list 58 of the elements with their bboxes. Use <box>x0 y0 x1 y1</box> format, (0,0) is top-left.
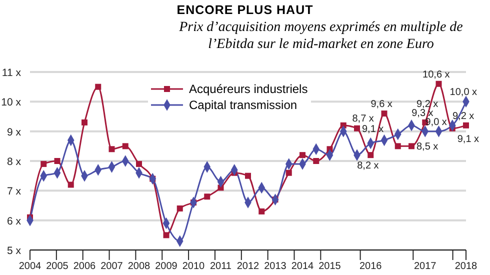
y-tick-label: 9 x <box>6 126 22 138</box>
data-label: 9,1 x <box>457 134 480 145</box>
chart-subtitle: Prix d’acquisition moyens exprimés en multiple de l’Ebitda sur le mid-market en zone Euro <box>178 19 464 53</box>
y-tick-label: 6 x <box>6 215 22 228</box>
x-tick-label: 2018 <box>454 261 478 272</box>
y-tick-label: 7 x <box>6 186 22 198</box>
point <box>122 143 128 150</box>
point <box>40 160 47 167</box>
data-label: 10,0 x <box>450 87 478 98</box>
data-label: 9,6 x <box>370 99 392 110</box>
point <box>436 80 442 87</box>
x-tick-label: 2008 <box>128 261 151 272</box>
x-tick-label: 2015 <box>318 261 342 272</box>
point <box>82 119 88 126</box>
data-label: 9,3 x <box>412 108 434 119</box>
legend-label: Acquéreurs industriels <box>189 82 308 96</box>
point <box>108 146 115 152</box>
x-tick-label: 2004 <box>18 261 42 272</box>
x-tick-label: 2010 <box>182 261 206 272</box>
point <box>463 122 469 128</box>
point <box>176 205 183 212</box>
x-tick-label: 2007 <box>100 261 124 272</box>
legend-label: Capital transmission <box>189 98 298 112</box>
y-tick-label: 5 x <box>6 245 22 257</box>
point <box>258 208 265 214</box>
point <box>394 143 401 150</box>
point <box>286 170 292 176</box>
point <box>381 110 388 117</box>
point <box>245 172 251 179</box>
point <box>136 160 142 167</box>
point <box>95 84 102 90</box>
x-tick-label: 2014 <box>291 261 314 272</box>
data-label: 8,7 x <box>352 114 374 125</box>
x-tick-label: 2017 <box>414 261 437 272</box>
point <box>354 125 360 132</box>
point <box>368 152 374 158</box>
chart-title: ENCORE PLUS HAUT <box>176 3 314 17</box>
x-tick-label: 2013 <box>264 261 287 272</box>
point <box>408 143 414 150</box>
x-tick-label: 2006 <box>73 261 96 272</box>
y-tick-label: 8 x <box>6 156 22 168</box>
x-tick-label: 2016 <box>360 261 382 272</box>
point <box>54 158 60 164</box>
y-tick-label: 10 x <box>1 96 22 109</box>
x-tick-label: 2005 <box>46 261 69 272</box>
data-label: 9,2 x <box>416 98 438 110</box>
data-label: 8,2 x <box>357 160 379 172</box>
point <box>68 182 74 188</box>
point <box>204 194 210 200</box>
point <box>300 152 306 158</box>
data-label: 10,6 x <box>422 69 450 80</box>
data-label: 8,5 x <box>416 142 438 153</box>
x-tick-label: 2011 <box>210 261 232 272</box>
x-tick-label: 2009 <box>155 261 178 272</box>
point <box>163 232 170 238</box>
y-tick-label: 11 x <box>2 67 22 79</box>
point <box>313 158 320 164</box>
x-tick-label: 2012 <box>236 261 260 272</box>
